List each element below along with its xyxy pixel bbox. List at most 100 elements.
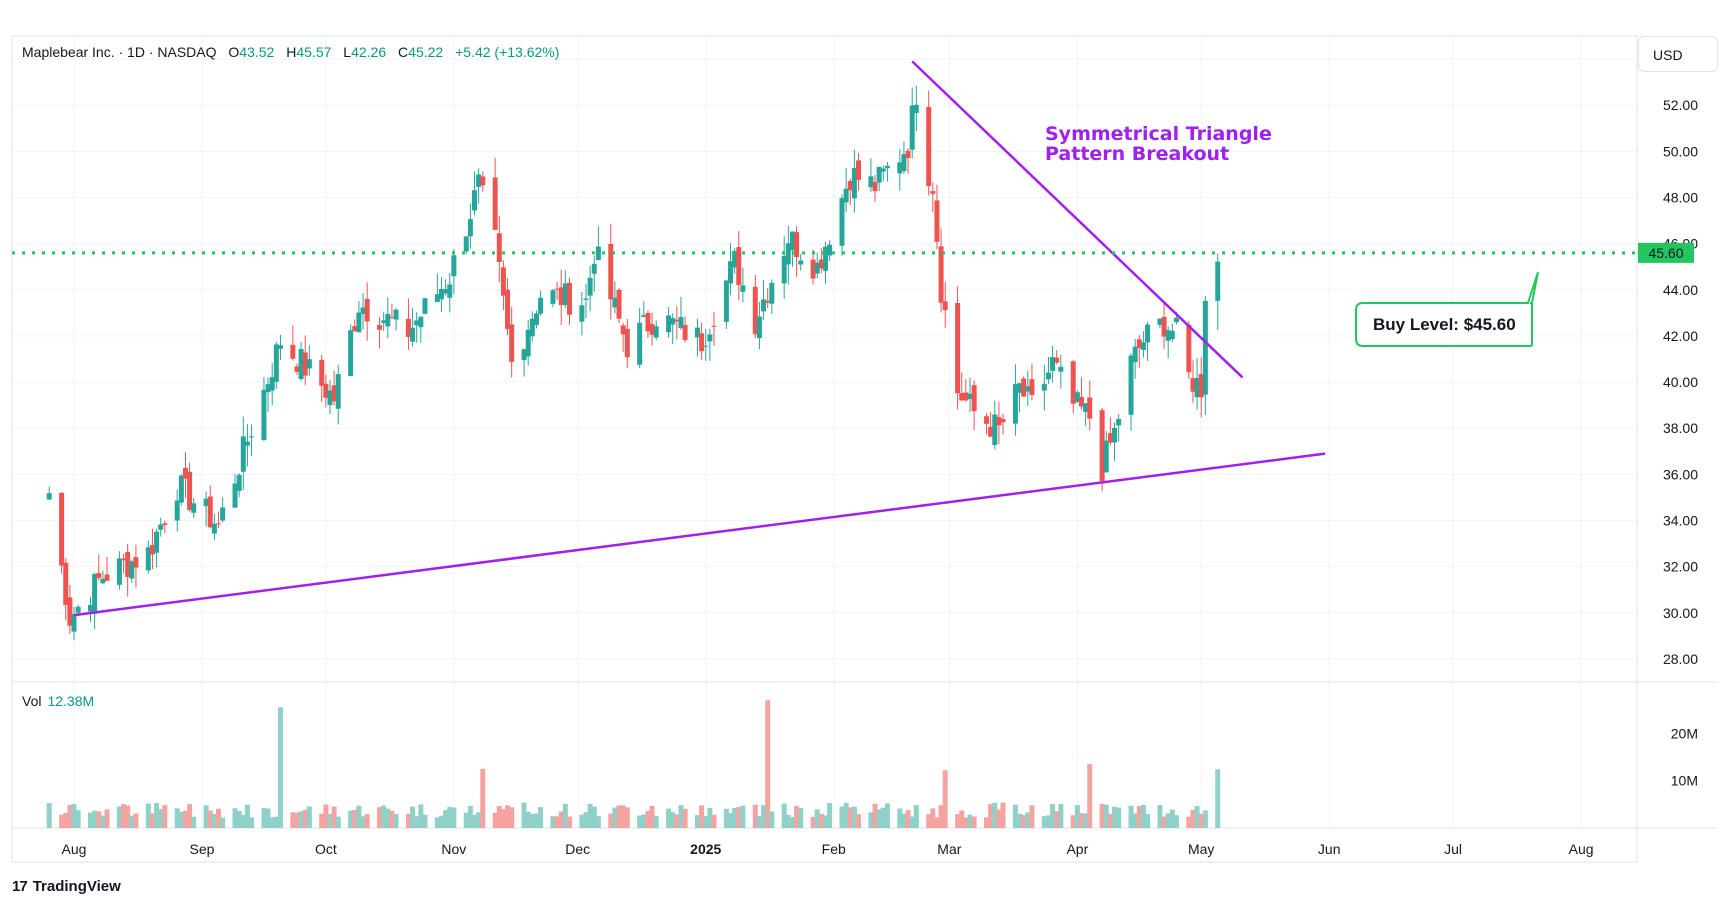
candle-body	[182, 467, 188, 479]
candle-body	[414, 320, 420, 326]
candle-body	[884, 165, 890, 169]
volume-bar	[302, 809, 308, 828]
volume-bar	[269, 817, 275, 828]
candle-body	[785, 243, 791, 265]
candles	[46, 85, 1221, 641]
volume-bar	[955, 814, 961, 828]
volume-bar	[554, 816, 560, 828]
candle-body	[273, 344, 279, 382]
candle-body	[1025, 386, 1031, 392]
candle-body	[1083, 403, 1089, 412]
volume-value: 12.38M	[47, 693, 95, 709]
volume-bar	[649, 806, 655, 828]
candle-body	[765, 300, 771, 303]
volume-bar	[240, 815, 246, 828]
candle-body	[145, 547, 151, 571]
volume-bar	[587, 803, 593, 828]
volume-bar	[319, 813, 325, 828]
volume-bar	[938, 805, 944, 828]
volume-bar	[121, 804, 127, 828]
candle-body	[162, 523, 168, 526]
candle-body	[352, 326, 358, 332]
candle-body	[1017, 383, 1023, 393]
volume-bar	[129, 815, 135, 828]
volume-bar	[125, 805, 131, 828]
volume-bar	[294, 812, 300, 828]
candle-body	[856, 160, 862, 180]
candle-body	[500, 267, 506, 296]
volume-bar	[467, 805, 473, 828]
candle-body	[1202, 300, 1208, 395]
volume-bar	[897, 808, 903, 828]
volume-bar	[46, 803, 52, 828]
candle-body	[851, 168, 857, 199]
candle-body	[364, 298, 370, 322]
volume-bar	[463, 812, 469, 828]
candle-body	[348, 330, 354, 376]
volume-bar	[187, 804, 193, 828]
candle-body	[699, 333, 705, 352]
candle-body	[847, 181, 853, 191]
candle-body	[294, 366, 300, 372]
volume-bar	[1025, 812, 1031, 828]
volume-bar	[699, 805, 705, 828]
buy-level-tag-bg	[1638, 242, 1694, 263]
currency-button[interactable]: USD	[1638, 36, 1718, 72]
tradingview-logo[interactable]: 17 TradingView	[12, 878, 121, 895]
price-axis-label: 36.00	[1663, 466, 1698, 482]
time-axis-label: Jun	[1318, 841, 1341, 857]
candle-body	[261, 389, 267, 440]
candle-body	[942, 301, 948, 311]
candle-body	[723, 280, 729, 322]
candle-body	[674, 319, 680, 322]
candle-body	[1194, 377, 1200, 398]
candle-body	[319, 359, 325, 386]
volume-bar	[827, 803, 833, 828]
candle-body	[1107, 433, 1113, 443]
volume-bar	[1099, 804, 1105, 828]
volume-bar	[967, 814, 973, 828]
volume-bar	[92, 810, 98, 828]
candle-body	[798, 260, 804, 265]
candle-body	[249, 436, 255, 438]
candle-body	[538, 297, 544, 314]
tradingview-logo-text: TradingView	[32, 878, 121, 895]
volume-bar	[381, 805, 387, 828]
pattern-label-line1: Symmetrical Triangle	[1045, 123, 1272, 145]
candle-body	[550, 290, 556, 304]
volume-bar	[913, 805, 919, 828]
price-axis-label: 32.00	[1663, 559, 1698, 575]
volume-bar	[1021, 814, 1027, 828]
volume-bar	[703, 816, 709, 828]
candle-body	[1140, 342, 1146, 350]
volume-axis-label: 20M	[1671, 725, 1698, 741]
volume-bar	[624, 807, 630, 828]
symbol-header: Maplebear Inc. · 1D · NASDAQ O43.52 H45.…	[22, 44, 559, 60]
candle-body	[96, 573, 102, 579]
volume-bar	[620, 805, 626, 828]
volume-bar	[1169, 809, 1175, 828]
volume-bar	[641, 814, 647, 828]
volume-bar	[232, 808, 238, 828]
time-axis-label: Oct	[315, 841, 337, 857]
volume-bar	[158, 809, 164, 828]
candle-body	[240, 436, 246, 472]
candle-body	[59, 492, 65, 566]
volume-bar	[856, 814, 862, 828]
candle-body	[595, 246, 601, 261]
candle-body	[463, 236, 469, 252]
support-trendline	[73, 452, 1326, 617]
candle-body	[377, 325, 383, 330]
volume-bar	[562, 803, 568, 828]
candle-body	[269, 377, 275, 391]
candle-body	[822, 246, 828, 271]
candle-body	[666, 315, 672, 333]
candle-body	[480, 176, 486, 186]
candle-body	[277, 345, 283, 349]
candle-body	[472, 190, 478, 211]
volume-bar	[116, 806, 122, 828]
volume-bar	[674, 814, 680, 828]
candle-body	[216, 523, 222, 525]
volume-bar	[1103, 804, 1109, 828]
